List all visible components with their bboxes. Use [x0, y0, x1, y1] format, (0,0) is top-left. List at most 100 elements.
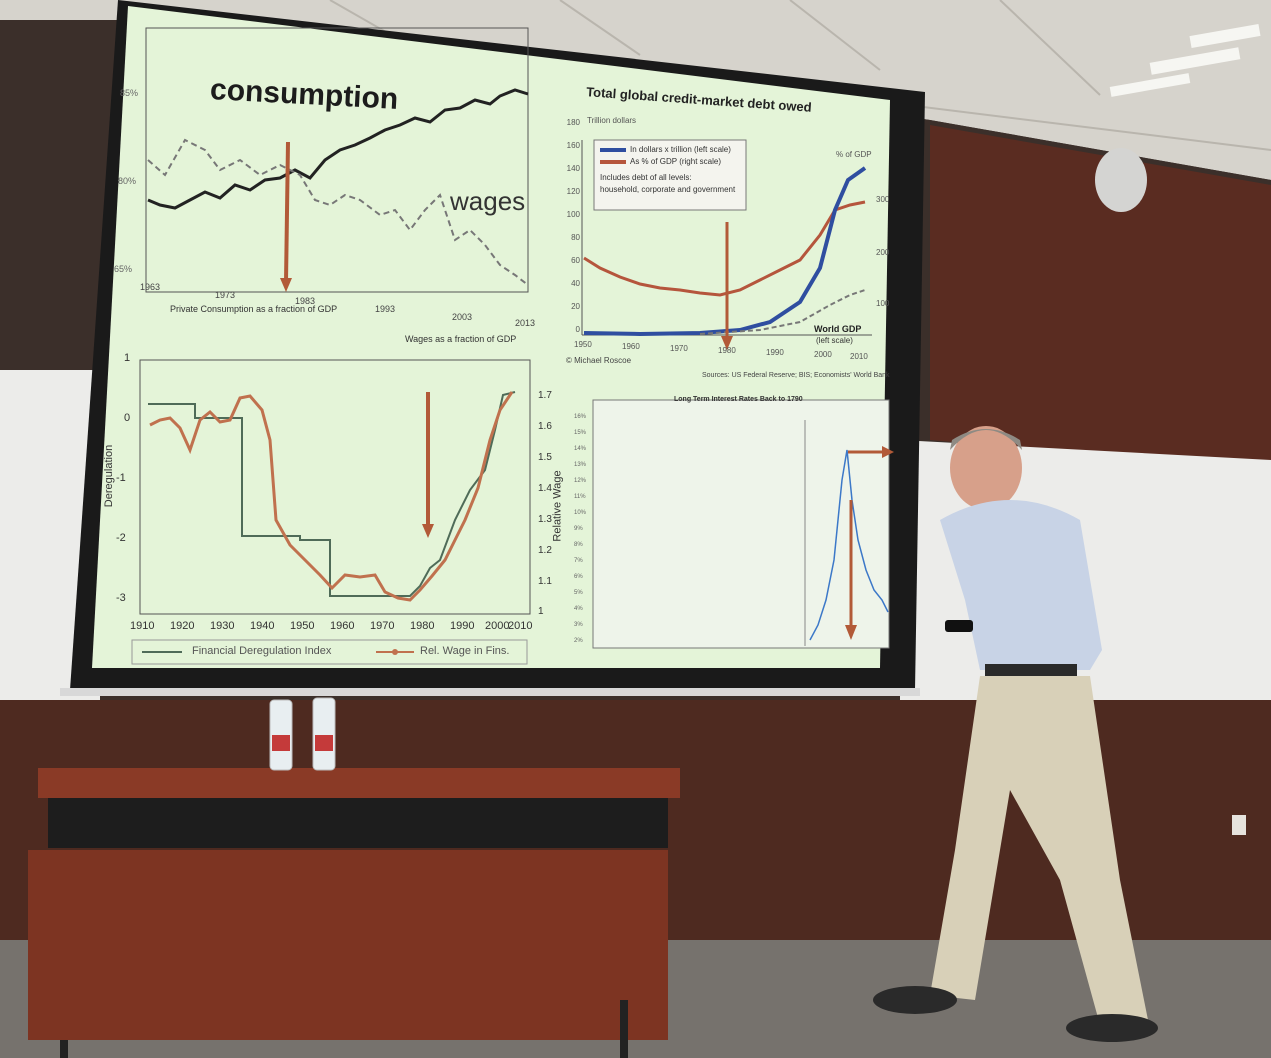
panel-deregulation-wage [131, 359, 531, 665]
water-bottle [312, 697, 336, 771]
interest-y-tick: 15% [574, 430, 587, 436]
wood-panel-right [930, 125, 1271, 470]
debt-x-tick: 2010 [850, 352, 868, 361]
interest-y-tick: 5% [574, 590, 583, 596]
debt-x-tick: 1950 [574, 340, 592, 349]
panel1-x-tick: 2003 [452, 312, 473, 322]
panel3-y-right-tick: 1.4 [538, 483, 552, 494]
panel3-x-tick: 1980 [410, 620, 435, 632]
debt-legend-note: household, corporate and government [600, 185, 736, 194]
panel3-x-tick: 1960 [330, 620, 355, 632]
debt-y-tick: 20 [571, 302, 580, 311]
legend-deregulation: Financial Deregulation Index [192, 645, 332, 657]
interest-chart-title: Long Term Interest Rates Back to 1790 [674, 396, 803, 403]
panel3-y-left-tick: -1 [116, 472, 126, 484]
panel3-y-left-tick: -3 [116, 592, 126, 604]
debt-chart-subtitle: Trillion dollars [587, 116, 637, 125]
ceiling-light [1189, 24, 1261, 48]
panel1-x-tick: 1963 [140, 282, 161, 292]
shirt [940, 500, 1102, 670]
debt-y-tick: 180 [566, 118, 580, 127]
debt-y-tick: 100 [566, 210, 580, 219]
interest-y-tick: 13% [574, 462, 587, 468]
screen-bottom-bar [60, 688, 920, 696]
interest-y-tick: 8% [574, 542, 583, 548]
arrow-head [845, 625, 857, 640]
ceiling [0, 0, 1271, 180]
panel3-y-right-tick: 1.7 [538, 390, 552, 401]
interest-y-tick: 11% [574, 494, 586, 500]
interest-y-tick: 2% [574, 638, 583, 644]
debt-right-ticks: 300 200 100 [876, 195, 892, 315]
panel3-y-right-tick: 1.3 [538, 514, 552, 525]
wages-label: wages [450, 186, 526, 216]
world-gdp-line [699, 289, 866, 335]
panel1-x-ticks: 1963 1973 1983 1993 2003 2013 [140, 282, 540, 328]
debt-y-tick: 40 [571, 279, 580, 288]
debt-sources: Sources: US Federal Reserve; BIS; Econom… [702, 372, 890, 379]
debt-y-tick: 120 [566, 187, 580, 196]
debt-pct-gdp-line [583, 200, 866, 297]
panel3-y-left-tick: -2 [116, 532, 126, 544]
head [950, 426, 1022, 510]
lecturer [873, 426, 1158, 1042]
whiteboard-left [0, 370, 100, 700]
wall-outlet [1232, 815, 1246, 835]
panel3-x-tick: 1920 [170, 620, 195, 632]
panel1-x-tick: 2013 [515, 318, 536, 328]
interest-y-ticks: 16% 15% 14% 13% 12% 11% 10% 9% 8% 7% 6% … [574, 414, 592, 650]
world-gdp-sublabel: (left scale) [816, 336, 853, 345]
debt-y-ticks: 180 160 140 120 100 80 60 40 20 0 [560, 118, 580, 338]
relative-wage-line [149, 391, 514, 602]
debt-credit: © Michael Roscoe [566, 356, 632, 365]
debt-y-tick: 80 [571, 233, 580, 242]
interest-y-tick: 10% [574, 510, 587, 516]
legend-wages: Wages as a fraction of GDP [405, 334, 517, 344]
debt-right-tick: 100 [876, 299, 890, 308]
panel1-x-tick: 1993 [375, 304, 396, 314]
debt-x-ticks: 1950 1960 1970 1980 1990 2000 2010 [574, 340, 874, 361]
arrow-head [280, 278, 292, 292]
arrow-head [721, 336, 733, 350]
debt-right-tick: 300 [876, 195, 890, 204]
clicker [945, 620, 973, 632]
interest-y-tick: 4% [574, 606, 583, 612]
interest-y-tick: 3% [574, 622, 583, 628]
interest-y-tick: 9% [574, 526, 583, 532]
interest-y-tick: 6% [574, 574, 583, 580]
debt-y-tick: 60 [571, 256, 580, 265]
interest-y-tick: 14% [574, 446, 587, 452]
debt-x-tick: 1960 [622, 342, 640, 351]
consumption-line [147, 88, 529, 210]
panel3-y-left-tick: 0 [124, 412, 131, 424]
panel1-y-tick: 85% [120, 88, 139, 98]
legend-wage: Rel. Wage in Fins. [420, 645, 510, 657]
debt-dollars-line [583, 166, 867, 337]
debt-right-axis-title: % of GDP [836, 150, 872, 159]
legend-consumption: Private Consumption as a fraction of GDP [170, 304, 338, 314]
desk [28, 768, 680, 1058]
interest-y-tick: 7% [574, 558, 583, 564]
debt-y-tick: 160 [566, 141, 580, 150]
debt-x-tick: 1970 [670, 344, 688, 353]
panel3-y-left-ticks: 1 0 -1 -2 -3 [112, 352, 136, 612]
panel3-y-right-tick: 1.2 [538, 545, 552, 556]
panel-interest-rates [592, 399, 894, 649]
panel3-y-left-tick: 1 [124, 352, 131, 364]
panel3-x-tick: 1940 [250, 620, 275, 632]
wall-speaker [1095, 148, 1147, 212]
debt-x-tick: 2000 [814, 350, 832, 359]
trousers [930, 676, 1148, 1025]
panel3-y-right-tick: 1 [538, 606, 544, 617]
interest-y-tick: 12% [574, 478, 587, 484]
belt [985, 664, 1077, 678]
shoe [1066, 1014, 1158, 1042]
panel1-y-tick: 80% [118, 176, 137, 186]
debt-legend-note: Includes debt of all levels: [600, 173, 692, 182]
panel1-y-tick: 65% [114, 264, 133, 274]
panel3-x-tick: 1910 [130, 620, 155, 632]
arrow-1983 [284, 141, 290, 283]
panel3-y-right-tick: 1.5 [538, 452, 552, 463]
interest-rate-line [809, 449, 889, 641]
